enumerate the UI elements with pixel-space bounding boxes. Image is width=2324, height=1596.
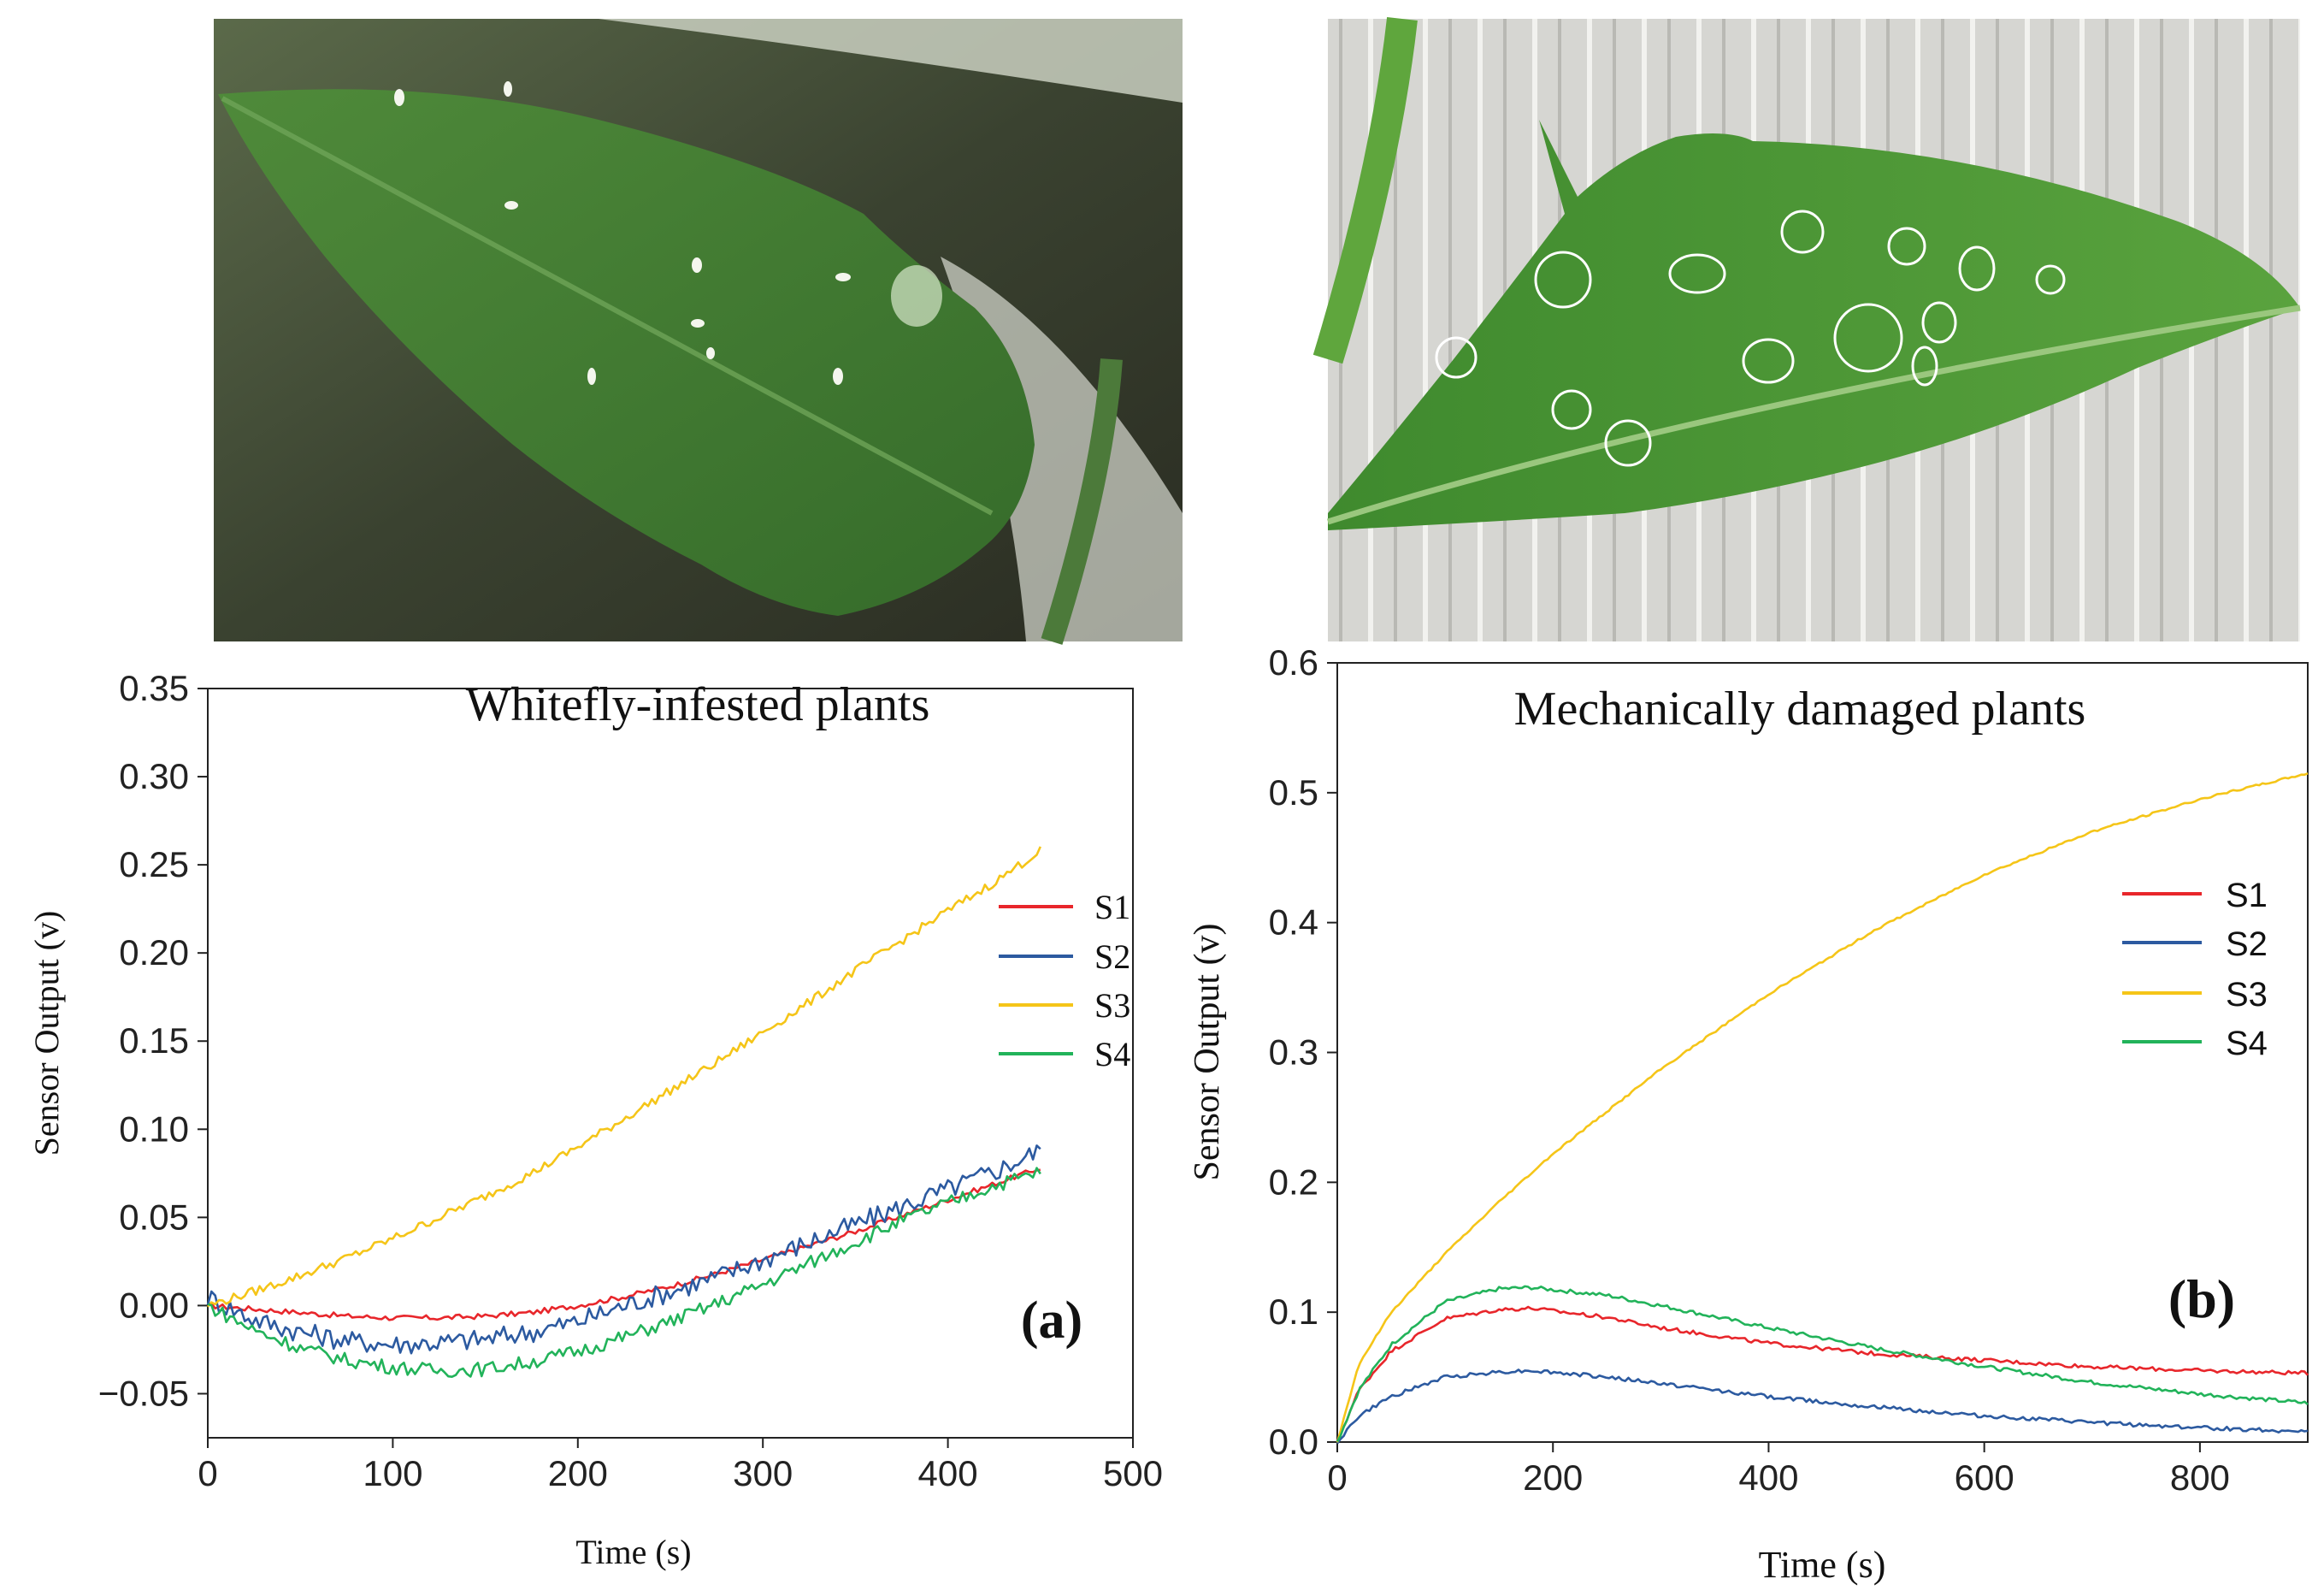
chart-a-panel-label: (a) [1021,1292,1082,1350]
chart-a-y-axis-label: Sensor Output (v) [27,911,66,1156]
b-x-tick-label: 600 [1955,1457,2014,1498]
b-y-tick-label: 0.3 [1269,1032,1318,1073]
a-y-tick-label: 0.15 [119,1020,189,1061]
chart-b-legend-label-s4: S4 [2226,1025,2268,1062]
b-series-s4-line [1336,1285,2309,1443]
b-x-tick-label: 0 [1327,1457,1347,1498]
b-x-tick-label: 400 [1738,1457,1798,1498]
b-y-tick-label: 0.1 [1269,1292,1318,1332]
chart-a-plot-area [207,688,1134,1439]
chart-a-legend-label-s4: S4 [1094,1035,1130,1073]
chart-b-plot-area [1336,662,2309,1443]
b-y-tick-label: 0.0 [1269,1422,1318,1462]
chart-a-legend: S1 S2 S3 S4 [999,888,1130,1073]
b-y-tick-label: 0.5 [1269,772,1318,813]
chart-b-legend: S1 S2 S3 S4 [2122,877,2268,1062]
b-x-tick-label: 200 [1523,1457,1583,1498]
chart-a-legend-label-s3: S3 [1094,986,1130,1025]
a-y-tick-label: −0.05 [98,1373,189,1413]
chart-a-title: Whitefly-infested plants [466,678,930,731]
a-x-tick-label: 400 [918,1453,978,1493]
chart-b-legend-label-s2: S2 [2226,925,2268,963]
b-y-tick-label: 0.6 [1269,642,1318,683]
chart-b-y-axis-label: Sensor Output (v) [1188,924,1227,1181]
a-y-tick-label: 0.20 [119,932,189,972]
b-series-s2-line [1336,1368,2309,1445]
a-series-s3-line [206,846,1041,1308]
damaged-leaf-photo [1312,16,2301,641]
a-series-s4-line [207,1167,1041,1378]
chart-a: 0.35 0.30 0.25 0.20 0.15 0.10 0.05 0.00 −0.05 0 1… [27,668,1163,1571]
a-x-tick-label: 200 [548,1453,608,1493]
chart-a-legend-label-s1: S1 [1094,888,1130,926]
a-x-tick-label: 100 [363,1453,422,1493]
a-y-tick-label: 0.00 [119,1285,189,1325]
b-series-s3-line [1336,772,2309,1443]
b-y-tick-label: 0.2 [1269,1162,1318,1202]
a-y-tick-label: 0.10 [119,1108,189,1149]
chart-b-panel-label: (b) [2168,1268,2235,1329]
a-y-tick-label: 0.05 [119,1197,189,1237]
chart-b-x-axis-label: Time (s) [1759,1544,1886,1586]
a-x-tick-label: 300 [733,1453,793,1493]
chart-b-legend-label-s1: S1 [2226,877,2268,914]
chart-b-legend-label-s3: S3 [2226,976,2268,1014]
chart-b: 0.6 0.5 0.4 0.3 0.2 0.1 0.0 0 200 400 600 800 Mech… [1188,642,2309,1586]
a-y-tick-label: 0.35 [119,668,189,708]
a-x-tick-label: 500 [1103,1453,1163,1493]
a-y-tick-label: 0.25 [119,844,189,884]
chart-a-legend-label-s2: S2 [1094,937,1130,976]
whitefly-leaf-photo [214,19,1183,645]
a-x-tick-label: 0 [198,1453,217,1493]
a-y-tick-label: 0.30 [119,756,189,796]
b-x-tick-label: 800 [2170,1457,2230,1498]
chart-b-title: Mechanically damaged plants [1514,683,2086,736]
a-series-s2-line [206,1144,1041,1355]
b-y-tick-label: 0.4 [1269,902,1318,943]
b-series-s1-line [1336,1305,2309,1441]
chart-a-x-axis-label: Time (s) [575,1533,691,1571]
